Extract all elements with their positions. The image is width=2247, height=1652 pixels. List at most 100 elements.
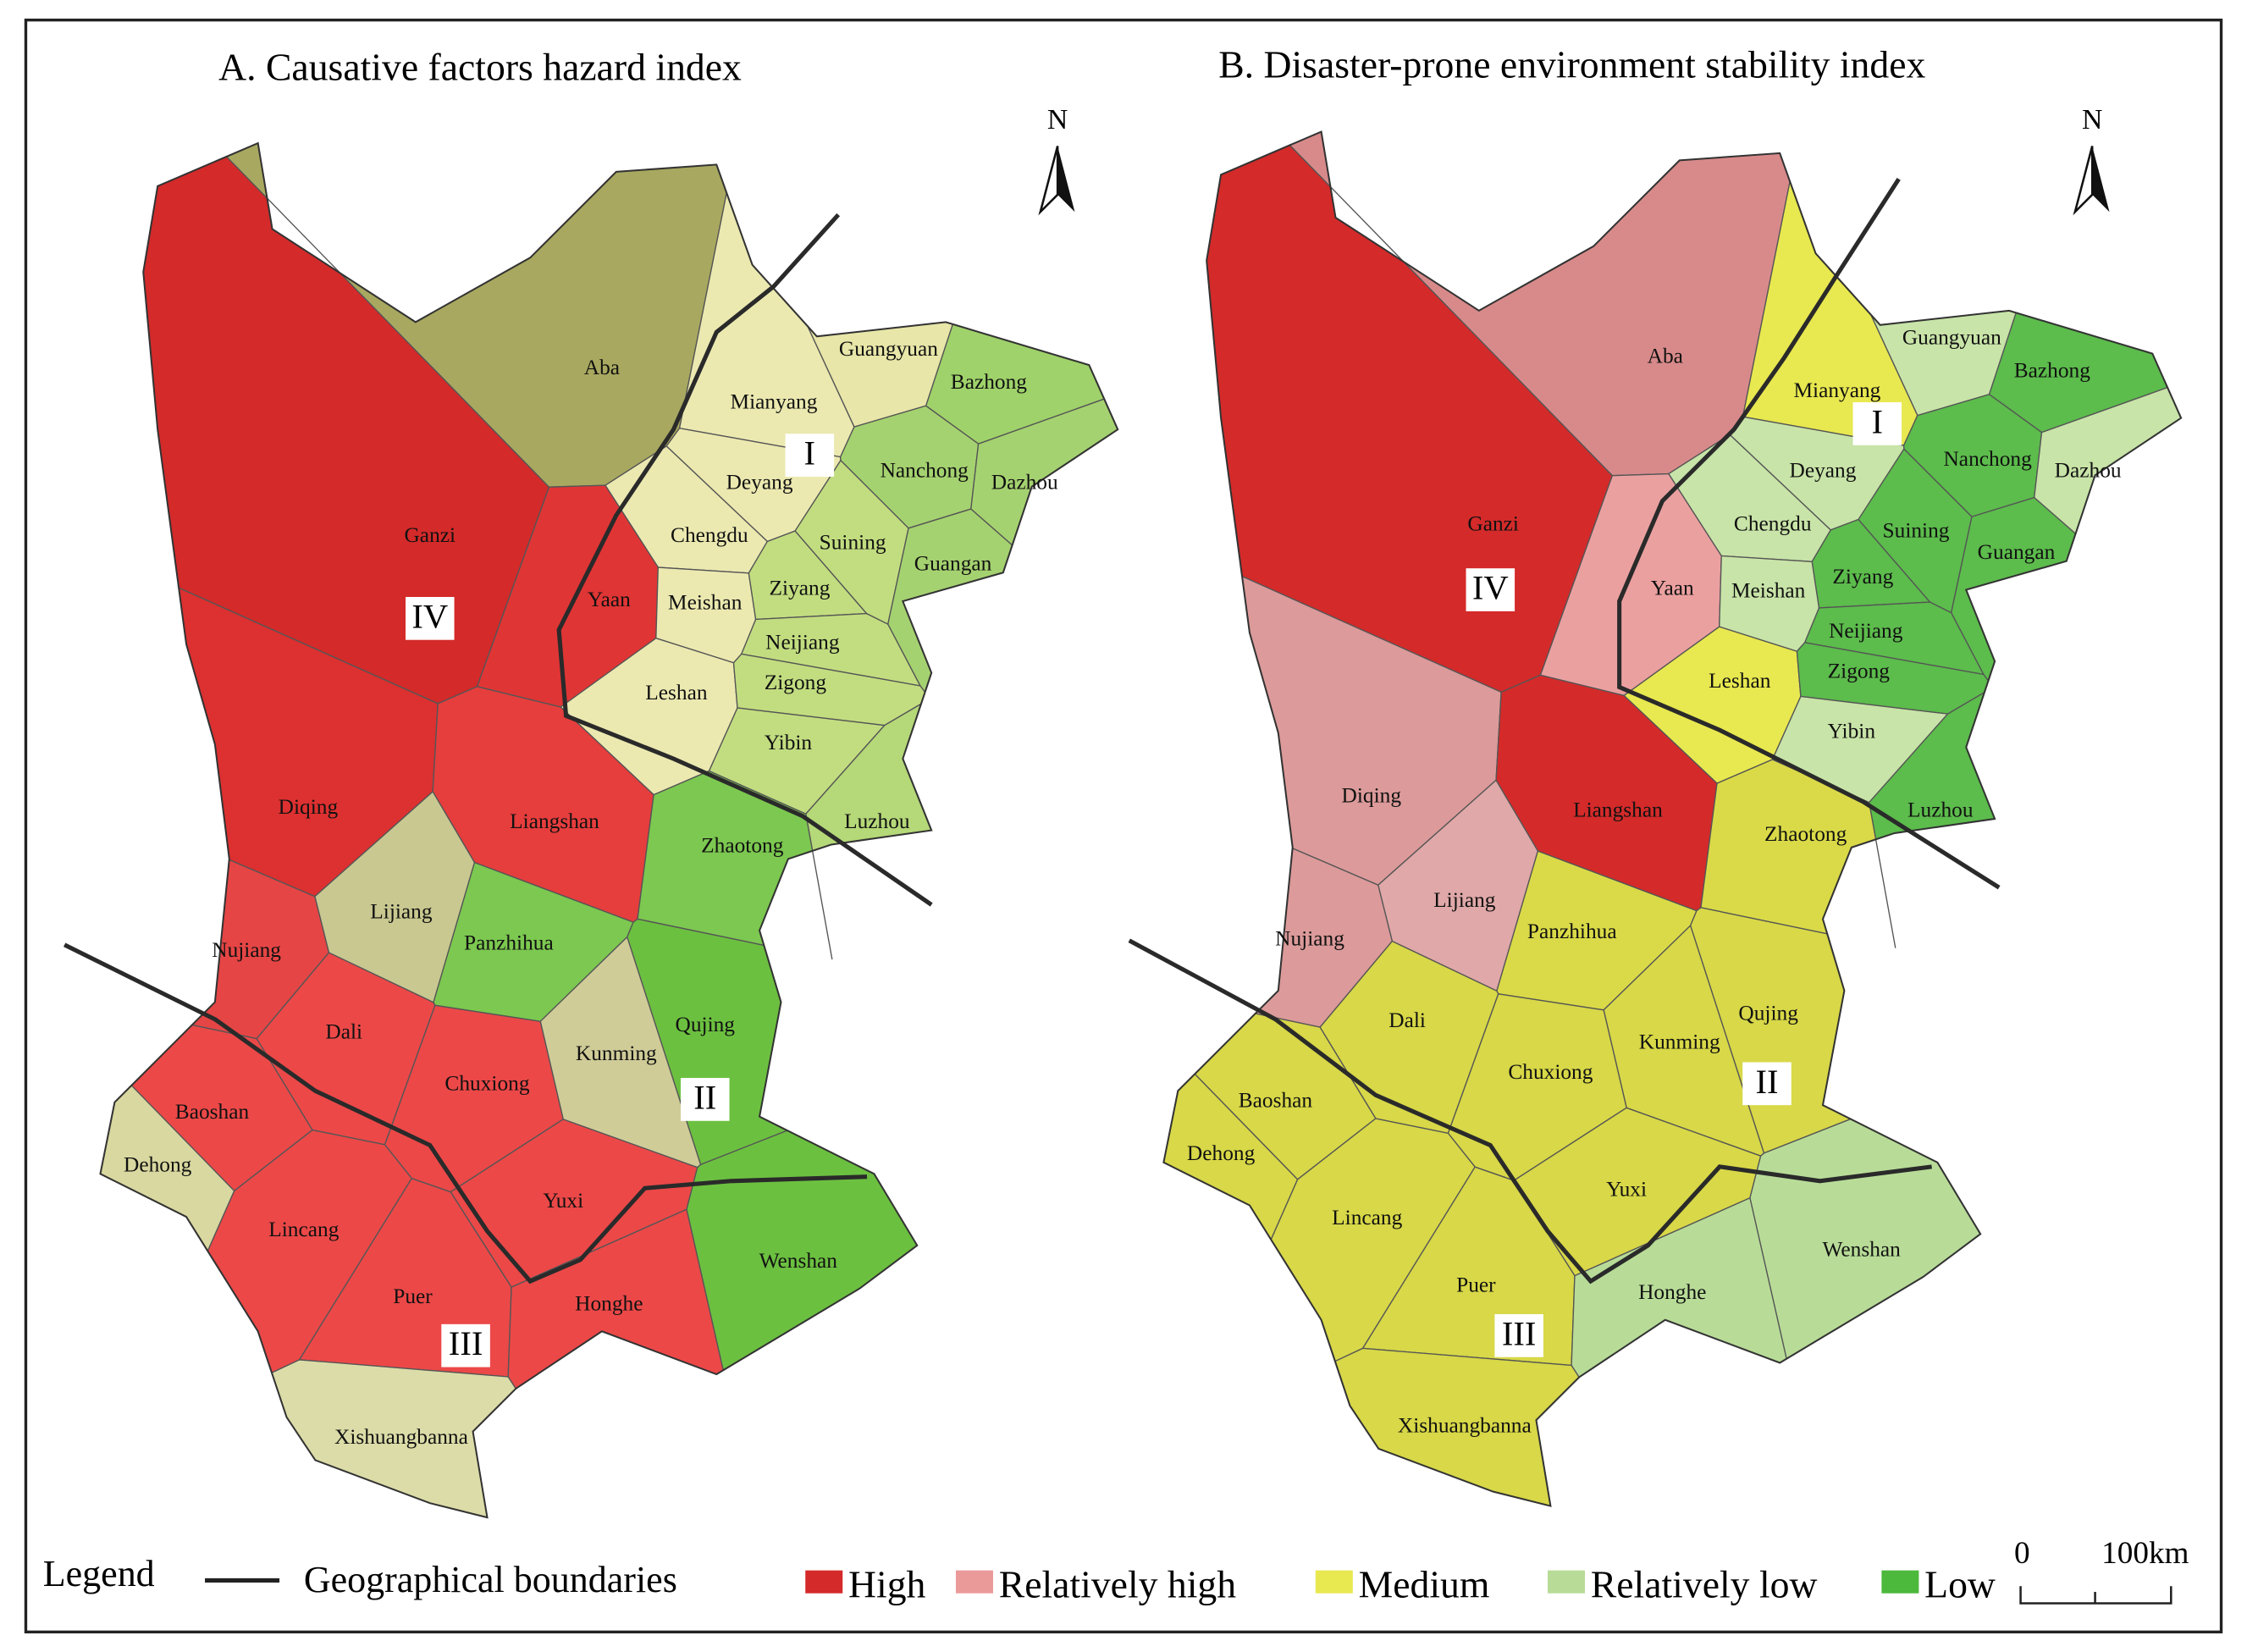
region-label: Nujiang bbox=[1275, 927, 1344, 951]
region-label: Baoshan bbox=[1239, 1089, 1313, 1113]
region-label: Bazhong bbox=[951, 370, 1028, 394]
region-label: Lijiang bbox=[1433, 888, 1496, 912]
region-label: Aba bbox=[584, 356, 620, 379]
north-label: N bbox=[2082, 104, 2102, 135]
legend-label: High bbox=[848, 1563, 926, 1606]
region-label: Zigong bbox=[1828, 659, 1891, 682]
region-label: Zigong bbox=[765, 671, 827, 694]
region-label: Zhaotong bbox=[1764, 822, 1847, 846]
region-label: Puer bbox=[393, 1285, 433, 1308]
region-label: Qujing bbox=[676, 1013, 736, 1036]
region-label: Dali bbox=[1389, 1008, 1426, 1032]
region-label: Deyang bbox=[726, 470, 793, 494]
zone-label: IV bbox=[411, 597, 448, 635]
region-label: Meishan bbox=[668, 590, 743, 614]
region-label: Dazhou bbox=[2055, 459, 2122, 483]
zone-box bbox=[1494, 1314, 1543, 1357]
region-label: Luzhou bbox=[844, 809, 910, 833]
region-label: Lincang bbox=[268, 1218, 339, 1241]
region-label: Puer bbox=[1456, 1274, 1496, 1297]
legend-label: Relatively low bbox=[1591, 1563, 1818, 1606]
outline bbox=[99, 141, 1119, 1519]
panel-title: A. Causative factors hazard index bbox=[218, 46, 742, 89]
zone-box bbox=[1466, 568, 1515, 611]
legend-swatch bbox=[1548, 1570, 1586, 1594]
boundary-line bbox=[1617, 177, 2001, 890]
region-label: Liangshan bbox=[1573, 798, 1663, 821]
region-label: Yibin bbox=[765, 731, 813, 754]
zone-label: II bbox=[1755, 1063, 1778, 1101]
scale-label: 0 bbox=[2014, 1536, 2030, 1571]
region-label: Aba bbox=[1648, 344, 1683, 367]
region-label: Neijiang bbox=[1829, 619, 1903, 643]
legend: High Relatively high Medium Relatively low L… bbox=[805, 1563, 1996, 1606]
region-label: Guangyuan bbox=[839, 337, 938, 361]
scale-label: 100km bbox=[2101, 1536, 2189, 1571]
region-label: Panzhihua bbox=[464, 931, 554, 955]
region-label: Wenshan bbox=[759, 1249, 838, 1273]
region-label: Dali bbox=[325, 1019, 362, 1043]
region-label: Dehong bbox=[1187, 1141, 1256, 1165]
region-label: Guangan bbox=[914, 552, 992, 576]
zone-label: I bbox=[804, 434, 816, 472]
legend-boundary: Geographical boundaries bbox=[304, 1559, 677, 1600]
region-label: Xishuangbanna bbox=[1398, 1413, 1532, 1437]
region-label: Nanchong bbox=[881, 459, 969, 483]
region-label: Panzhihua bbox=[1527, 920, 1617, 943]
legend-swatch bbox=[955, 1570, 993, 1594]
legend-swatch bbox=[1881, 1570, 1919, 1594]
panel-a: Ganzi Aba Guangyuan Mianyang Bazhong Deyang Na… bbox=[99, 46, 1119, 1519]
region-label: Xishuangbanna bbox=[334, 1425, 468, 1449]
region-label: Baoshan bbox=[175, 1100, 250, 1124]
boundary-line bbox=[63, 942, 868, 1285]
region-label: Mianyang bbox=[731, 390, 818, 414]
zone-box bbox=[406, 596, 455, 640]
north-arrow bbox=[2092, 146, 2110, 213]
zone-box bbox=[1852, 402, 1902, 445]
zone-box bbox=[785, 434, 835, 477]
boundary-line bbox=[556, 213, 933, 907]
region-label: Kunming bbox=[576, 1041, 657, 1065]
region-label: Suining bbox=[820, 530, 886, 554]
legend-label: Relatively high bbox=[999, 1563, 1237, 1606]
legend-label: Medium bbox=[1359, 1563, 1490, 1606]
region-label: Leshan bbox=[645, 681, 708, 704]
region-label: Diqing bbox=[1342, 784, 1402, 808]
zone-box bbox=[1742, 1062, 1792, 1106]
zone-label: III bbox=[1502, 1314, 1537, 1352]
region-label: Meishan bbox=[1731, 579, 1806, 603]
region-label: Luzhou bbox=[1907, 798, 1974, 821]
region-label: Bazhong bbox=[2014, 358, 2091, 382]
boundary-line bbox=[1128, 938, 1932, 1285]
region-label: Diqing bbox=[279, 795, 339, 819]
region-label: Ziyang bbox=[1832, 565, 1893, 588]
region-label: Dehong bbox=[124, 1153, 192, 1177]
zone-label: IV bbox=[1472, 569, 1509, 607]
region-label: Qujing bbox=[1738, 1002, 1798, 1025]
legend-label: Low bbox=[1924, 1563, 1996, 1606]
scale-bar: 0 100km bbox=[2014, 1536, 2189, 1605]
region-label: Honghe bbox=[575, 1292, 643, 1316]
legend-title: Legend bbox=[43, 1553, 155, 1594]
zone-label: III bbox=[449, 1324, 483, 1362]
region-label: Yuxi bbox=[543, 1189, 583, 1213]
zone-label: II bbox=[693, 1078, 716, 1116]
panel-b: Ganzi Aba Guangyuan Mianyang Bazhong Deyang Na… bbox=[1162, 42, 2183, 1507]
region-label: Liangshan bbox=[510, 809, 599, 833]
region-label: Ziyang bbox=[770, 576, 831, 599]
region-label: Ganzi bbox=[404, 523, 455, 547]
region-label: Leshan bbox=[1709, 669, 1771, 693]
region-label: Kunming bbox=[1639, 1030, 1720, 1053]
region-label: Yuxi bbox=[1606, 1177, 1647, 1201]
panel-title: B. Disaster-prone environment stability … bbox=[1218, 42, 1925, 86]
region-label: Guangan bbox=[1978, 540, 2056, 564]
legend-swatch bbox=[805, 1570, 843, 1594]
zone-box bbox=[441, 1323, 490, 1367]
region-label: Lijiang bbox=[370, 899, 433, 923]
region-label: Mianyang bbox=[1793, 378, 1880, 402]
region-label: Chengdu bbox=[1734, 511, 1812, 535]
legend-swatch bbox=[1315, 1570, 1353, 1594]
zone-label: I bbox=[1872, 402, 1884, 440]
